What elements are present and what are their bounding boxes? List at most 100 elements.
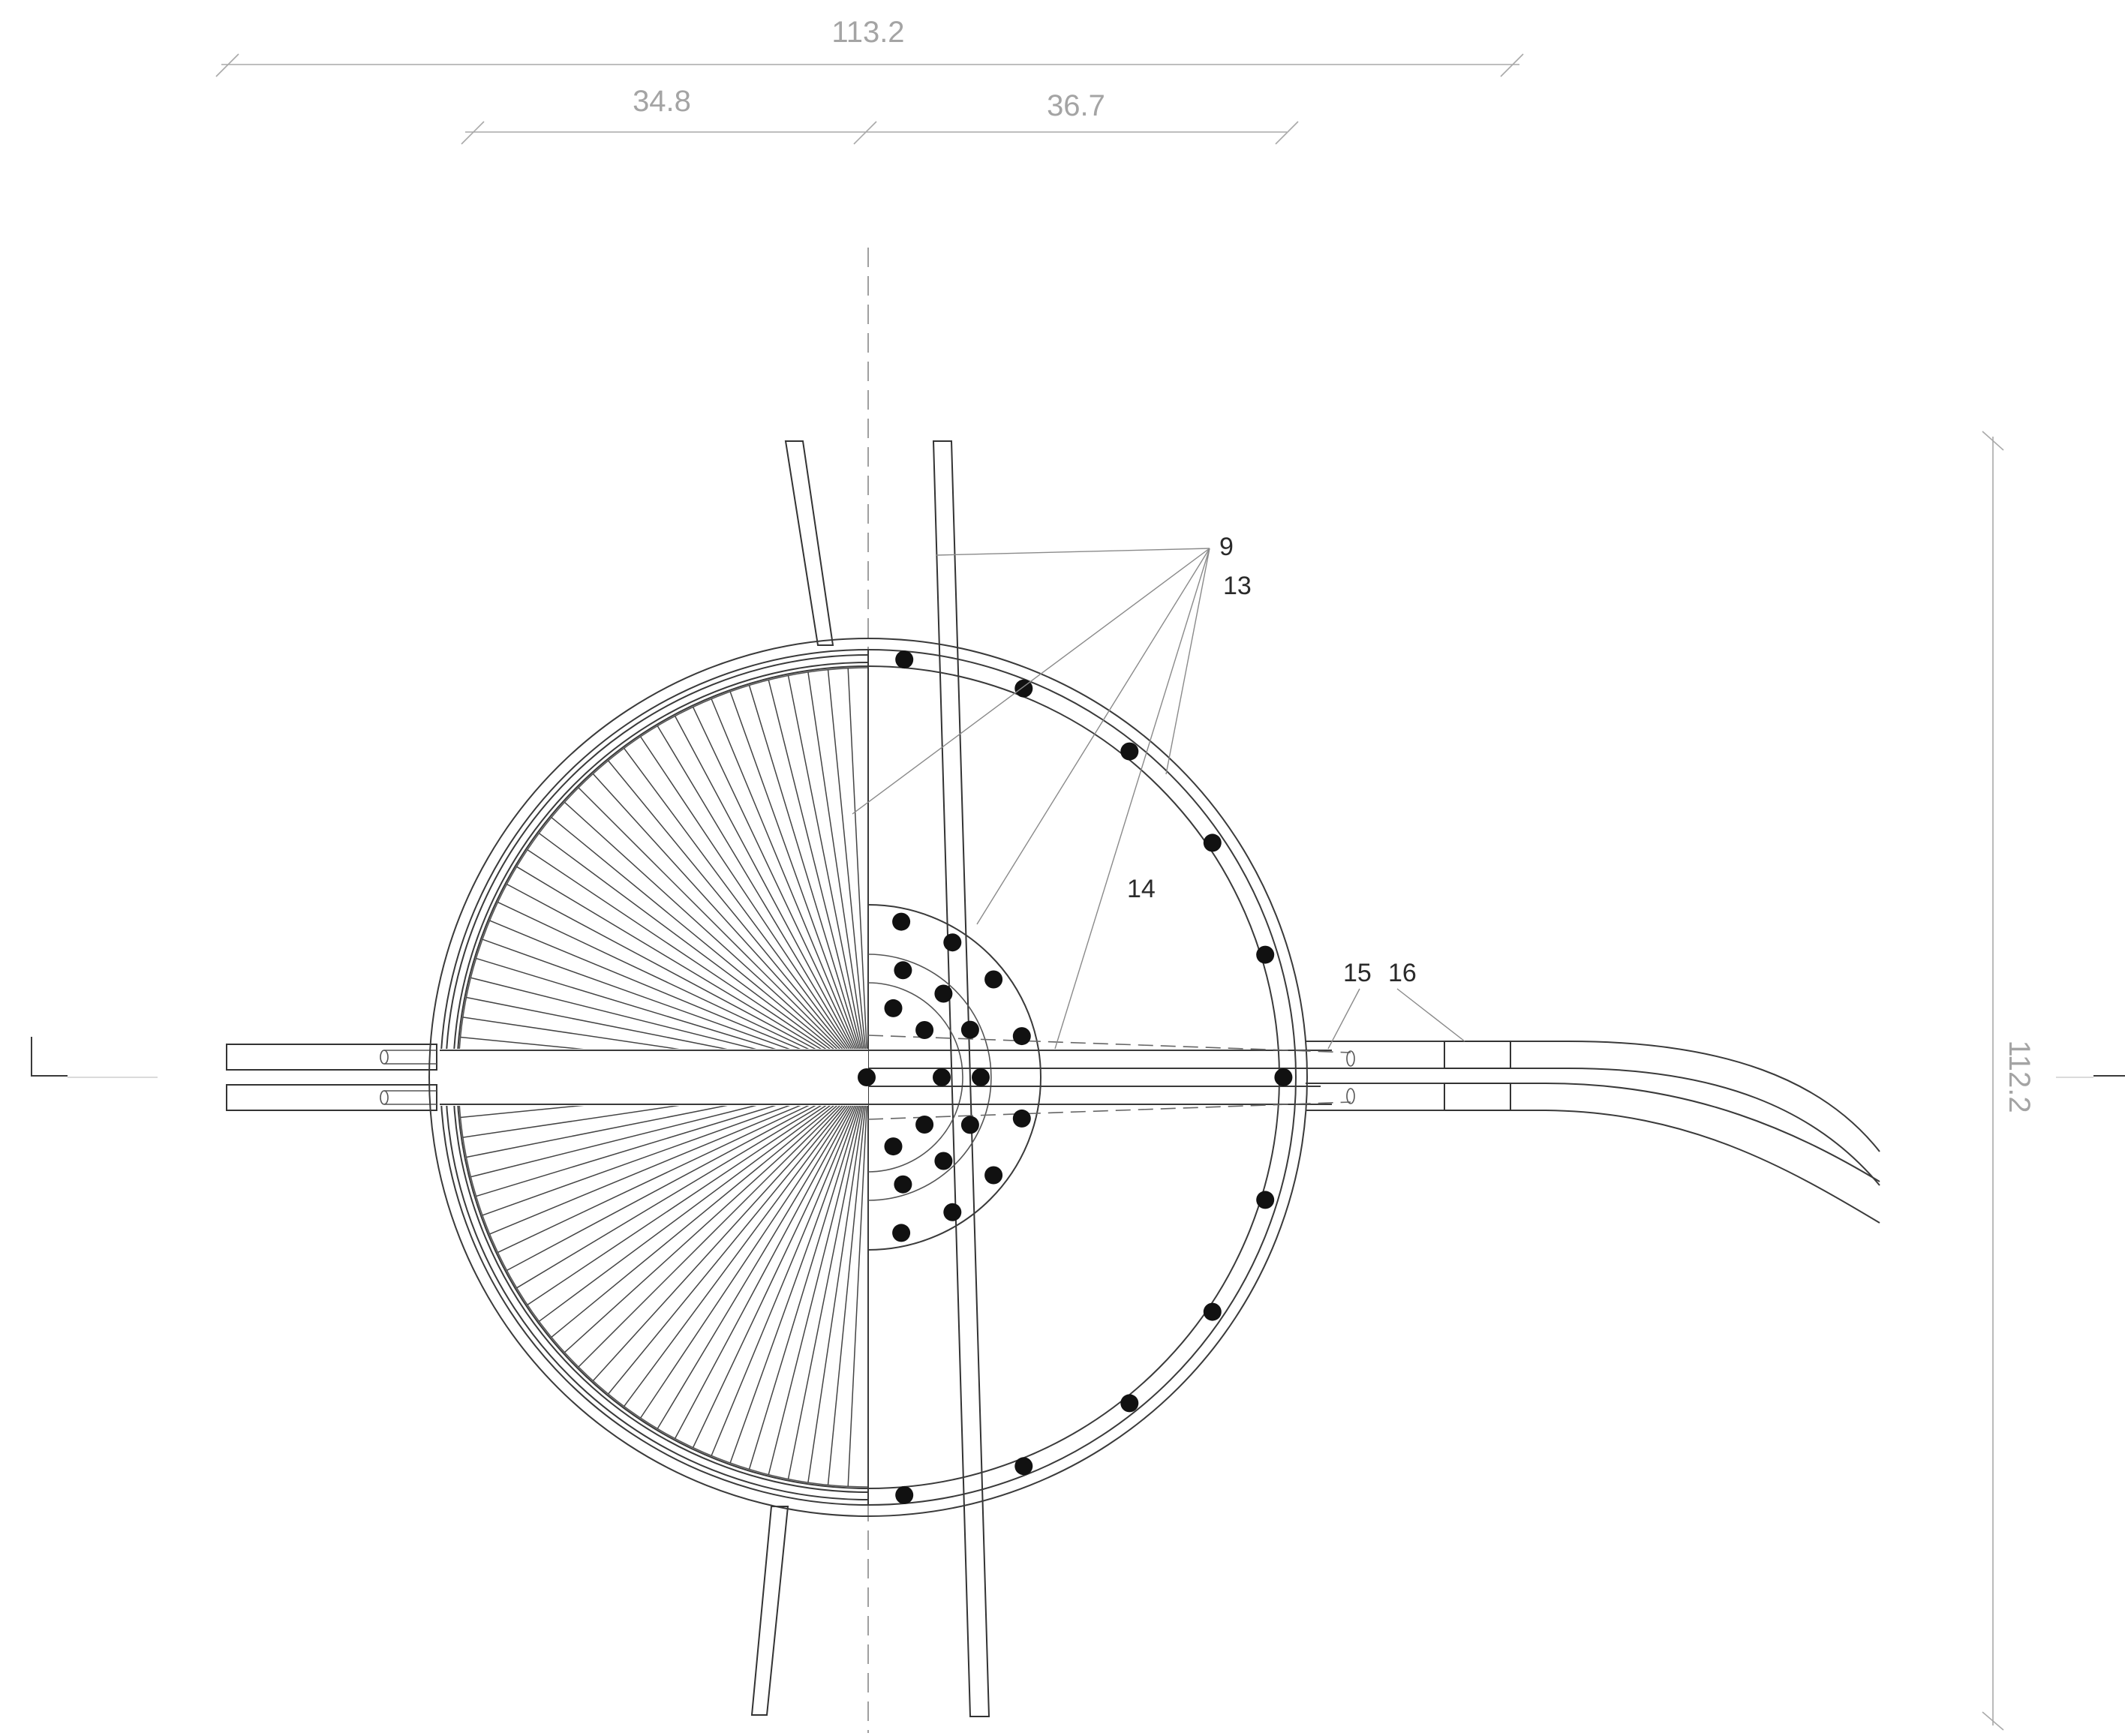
- radial-stick: [564, 1077, 869, 1353]
- radial-stick: [527, 1077, 869, 1305]
- radial-stick: [551, 817, 869, 1078]
- leader-lines: [852, 548, 1465, 1050]
- bolt-dot: [858, 1068, 876, 1086]
- section-marker-right: [2056, 1075, 2125, 1078]
- radial-stick: [506, 1077, 869, 1272]
- bolt-dot: [943, 1203, 962, 1221]
- posts: [750, 440, 990, 1717]
- radial-stick: [497, 901, 869, 1078]
- bolt-dot: [915, 1116, 934, 1134]
- post-left-upper: [784, 440, 834, 646]
- radial-stick: [551, 1077, 869, 1338]
- right-planks: [1306, 1041, 1880, 1224]
- left-planks: [226, 1044, 437, 1111]
- radial-stick: [748, 685, 869, 1078]
- post-left-lower: [750, 1506, 789, 1716]
- bolt-dot: [892, 912, 911, 931]
- bolt-dot: [1274, 1068, 1293, 1086]
- radial-stick: [527, 849, 869, 1078]
- label-16: 16: [1388, 959, 1417, 987]
- radial-stick: [640, 736, 869, 1078]
- bolt-dot: [894, 961, 912, 980]
- radial-stick: [807, 671, 869, 1078]
- callout-labels: 9 13 14 15 16: [1127, 533, 1417, 987]
- bolt-dot: [894, 1175, 912, 1194]
- radial-stick: [847, 1077, 869, 1487]
- bolt-dot: [884, 999, 903, 1017]
- bolt-dot: [934, 984, 953, 1003]
- label-13: 13: [1223, 572, 1252, 600]
- bolt-dot: [972, 1068, 990, 1086]
- plank-clamp-lower: [1444, 1083, 1511, 1111]
- radial-stick: [516, 866, 869, 1078]
- bolt-dot: [1014, 679, 1033, 698]
- bolt-dot: [1256, 945, 1275, 964]
- radial-stick: [768, 680, 869, 1078]
- bolt-dots: [858, 650, 1293, 1504]
- radial-stick: [516, 1077, 869, 1289]
- radial-stick: [608, 1077, 869, 1395]
- bolt-dot: [934, 1152, 953, 1170]
- bolt-dot: [984, 970, 1003, 989]
- bolt-dot: [895, 1485, 914, 1504]
- radial-stick: [538, 1077, 869, 1322]
- radial-stick: [692, 1077, 869, 1448]
- radial-stick: [748, 1077, 869, 1470]
- radial-stick: [847, 668, 869, 1078]
- radial-stick: [497, 1077, 869, 1254]
- bolt-dot: [1203, 833, 1222, 852]
- post-right-long: [932, 440, 990, 1717]
- radial-stick: [564, 801, 869, 1078]
- radial-stick: [787, 675, 869, 1078]
- section-marker-left: [31, 1037, 158, 1078]
- dimension-left-part: 34.8 36.7: [461, 85, 1299, 145]
- bolt-dot: [1203, 1302, 1222, 1321]
- bolt-dot: [960, 1020, 979, 1039]
- bolt-dot: [1012, 1109, 1031, 1128]
- radial-stick: [827, 669, 869, 1078]
- radial-stick: [624, 747, 869, 1078]
- radial-stick: [578, 787, 869, 1078]
- label-14: 14: [1127, 875, 1156, 903]
- bolt-dot: [892, 1224, 911, 1242]
- bolt-dot: [1120, 742, 1139, 761]
- bolt-dot: [984, 1166, 1003, 1185]
- dimension-right-part-value: 36.7: [1047, 89, 1105, 122]
- radial-stick: [592, 1077, 869, 1382]
- bolt-dot: [1120, 1394, 1139, 1413]
- inner-semicircle: [867, 904, 1041, 1251]
- bolt-dot: [1014, 1457, 1033, 1476]
- radial-stick: [711, 1077, 869, 1456]
- radial-stick: [657, 725, 869, 1078]
- dimension-overall-width: 113.2: [215, 16, 1524, 77]
- radial-stick: [640, 1077, 869, 1419]
- bolt-dot: [933, 1068, 951, 1086]
- bolt-dot: [884, 1137, 903, 1156]
- bolt-dot: [1012, 1027, 1031, 1046]
- radial-stick: [827, 1077, 869, 1485]
- radial-stick: [624, 1077, 869, 1407]
- radial-stick: [506, 883, 869, 1078]
- bolt-dot: [895, 650, 914, 669]
- radial-stick: [674, 716, 869, 1078]
- radial-stick: [711, 698, 869, 1078]
- radial-stick: [657, 1077, 869, 1429]
- radial-stick: [729, 691, 869, 1078]
- center-deck: [440, 1035, 1355, 1120]
- radial-stick: [538, 833, 869, 1078]
- dimension-overall-height-value: 112.2: [2003, 1040, 2036, 1113]
- plank-clamp-upper: [1444, 1041, 1511, 1069]
- radial-stick: [807, 1077, 869, 1483]
- radial-stick: [674, 1077, 869, 1439]
- label-15: 15: [1343, 959, 1372, 987]
- radial-stick: [729, 1077, 869, 1464]
- bolt-dot: [960, 1116, 979, 1134]
- dimension-overall-height: 112.2: [1982, 431, 2036, 1731]
- dimension-overall-width-value: 113.2: [831, 16, 904, 49]
- radial-stick: [578, 1077, 869, 1368]
- bolt-dot: [1256, 1191, 1275, 1209]
- radial-stick: [592, 773, 869, 1078]
- radial-stick: [768, 1077, 869, 1475]
